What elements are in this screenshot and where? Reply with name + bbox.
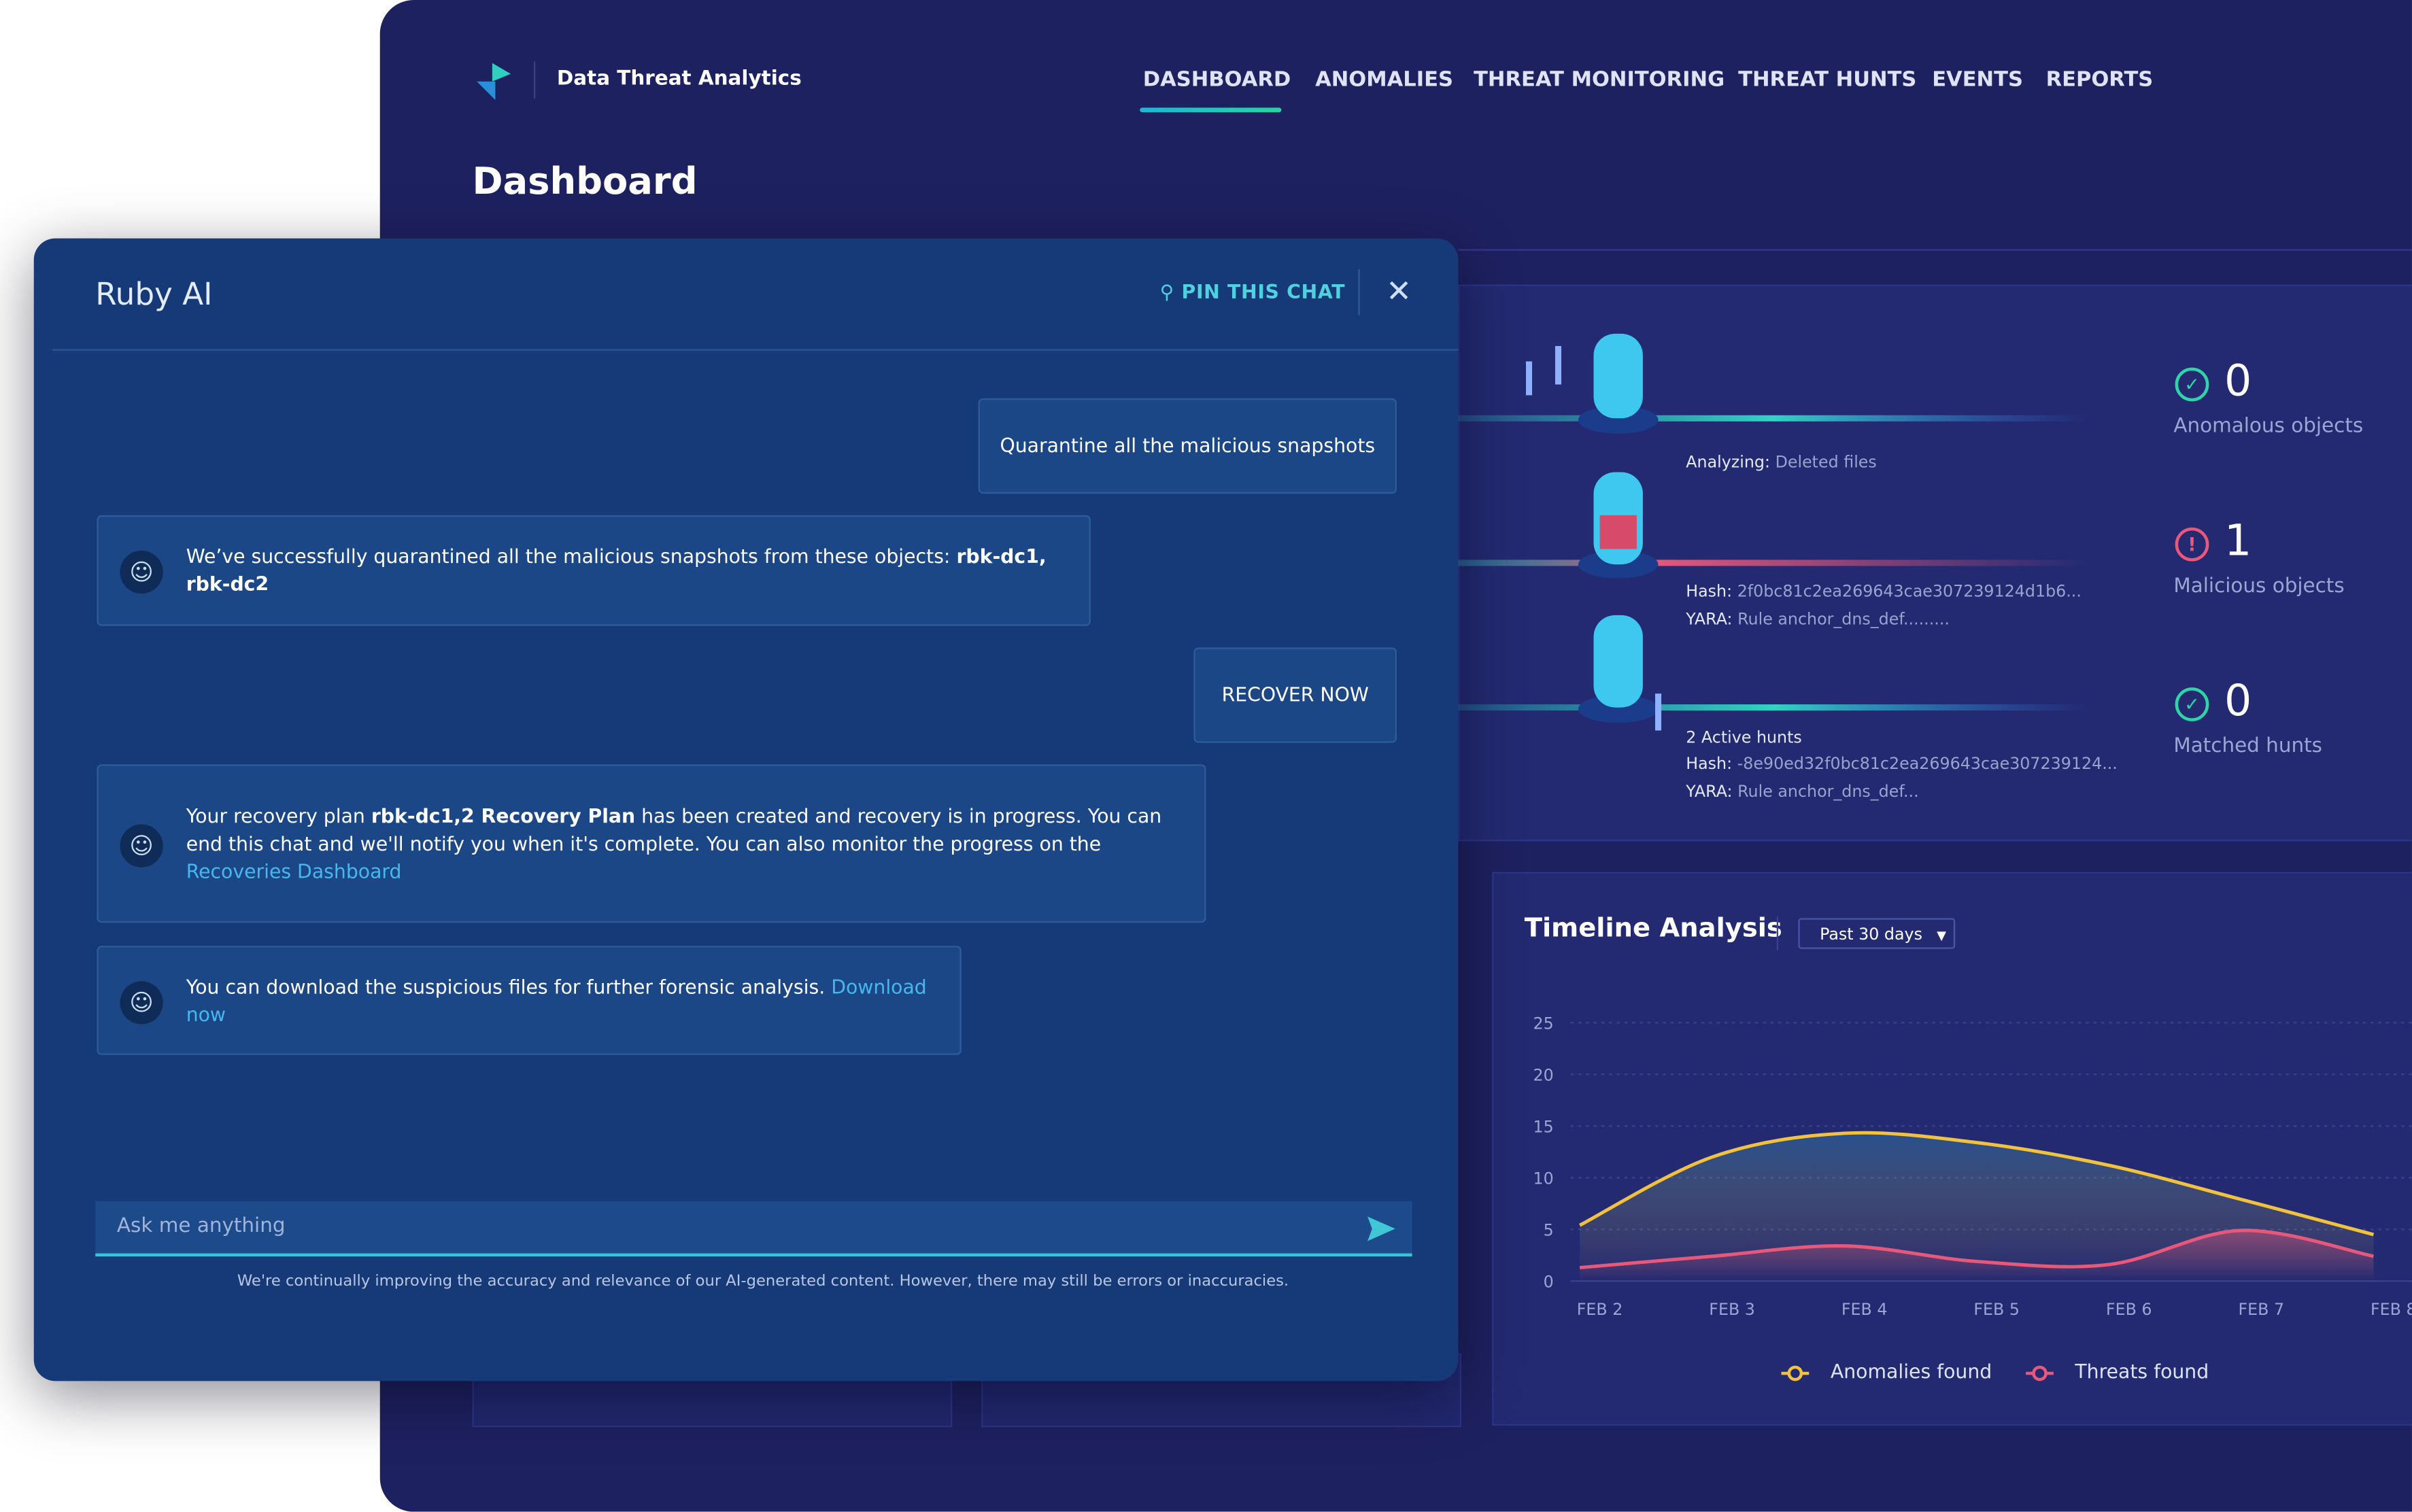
text: has been created and recovery is in prog…	[186, 803, 1162, 855]
stat-value: 0	[2224, 355, 2252, 407]
close-button[interactable]: ✕	[1386, 272, 1412, 309]
divider	[1776, 916, 1778, 950]
separator	[1458, 249, 2412, 251]
x-tick-label: FEB 3	[1709, 1300, 1755, 1319]
timeline-chart: 0 5 10 15 20 25 FEB 2 FEB 3 FEB 4 FEB 5 FEB 6 FEB 7…	[1533, 1014, 2412, 1319]
area	[1580, 1133, 2374, 1282]
bot-icon: ☺	[120, 823, 163, 867]
legend-marker	[2026, 1364, 2054, 1381]
legend: Anomalies found Threats found	[1781, 1359, 2209, 1383]
nav-item[interactable]: EVENTS	[1932, 67, 2023, 92]
stat-label: Anomalous objects	[2173, 415, 2364, 439]
page-title: Dashboard	[472, 160, 698, 203]
chat-title: Ruby AI	[95, 275, 213, 313]
series-line	[1579, 1228, 2374, 1270]
message-text: You can download the suspicious files fo…	[186, 973, 930, 1028]
message-text: Quarantine all the malicious snapshots	[1000, 432, 1375, 460]
nav-item[interactable]: THREAT HUNTS	[1738, 67, 1917, 92]
nav-item[interactable]: THREAT MONITORING	[1474, 67, 1725, 92]
stat-label: Matched hunts	[2173, 735, 2322, 759]
nav-item[interactable]: ANOMALIES	[1315, 67, 1453, 92]
chat-bubble: ☺ You can download the suspicious files f…	[97, 946, 962, 1055]
chat-input[interactable]: Ask me anything	[95, 1201, 1412, 1257]
logo	[477, 63, 511, 101]
legend-label: Anomalies found	[1830, 1359, 1992, 1383]
legend-dot	[2032, 1364, 2048, 1381]
pin-button[interactable]: ⚲ PIN THIS CHAT	[1159, 279, 1346, 303]
y-tick-label: 10	[1533, 1169, 1553, 1188]
hunts: 2 Active hunts	[1686, 729, 1802, 748]
yara: YARA: Rule anchor_dns_def...	[1686, 783, 1919, 802]
y-tick-label: 0	[1544, 1272, 1554, 1291]
stat-value: 0	[2224, 675, 2252, 726]
pipeline-art	[1458, 333, 2089, 731]
hash: Hash: 2f0bc81c2ea269643cae307239124d1b6.…	[1686, 583, 2082, 602]
chat-bubble: Quarantine all the malicious snapshots	[978, 398, 1397, 494]
x-tick-label: FEB 4	[1841, 1300, 1888, 1319]
x-tick-label: FEB 8	[2371, 1300, 2412, 1319]
message-text: RECOVER NOW	[1222, 681, 1369, 709]
yara: YARA: Rule anchor_dns_def.........	[1686, 611, 1950, 630]
y-tick-label: 5	[1544, 1220, 1554, 1239]
chat-panel: Ruby AI ⚲ PIN THIS CHAT ✕ Quarantine all…	[33, 238, 1459, 1381]
series-line	[1579, 1131, 2375, 1237]
text: RECOVER NOW	[1221, 683, 1369, 706]
brand: Data Threat Analytics	[556, 67, 802, 91]
text: Your recovery plan	[186, 803, 371, 827]
message-text: Your recovery plan rbk-dc1,2 Recovery Pl…	[186, 802, 1174, 885]
x-tick-label: FEB 6	[2106, 1300, 2152, 1319]
bot-icon: ☺	[120, 550, 163, 594]
message-text: We’ve successfully quarantined all the m…	[186, 543, 1059, 598]
nav-underline	[1140, 107, 1282, 113]
nav-item[interactable]: DASHBOARD	[1142, 67, 1291, 92]
analyzing: Analyzing: Deleted files	[1686, 453, 1877, 472]
legend-dot	[1787, 1364, 1803, 1381]
x-tick-label: FEB 2	[1577, 1300, 1623, 1319]
text: We’ve successfully quarantined all the m…	[186, 544, 957, 568]
chart-title: Timeline Analysis	[1524, 913, 1782, 944]
send-icon[interactable]	[1366, 1215, 1397, 1243]
stat-label: Malicious objects	[2173, 575, 2345, 598]
divider	[533, 61, 536, 99]
legend-label: Threats found	[2075, 1359, 2209, 1383]
legend-marker	[1781, 1364, 1810, 1381]
disclaimer: We're continually improving the accuracy…	[237, 1273, 1289, 1290]
stat-value: 1	[2224, 515, 2252, 566]
y-tick-label: 20	[1533, 1065, 1553, 1084]
separator	[52, 349, 1459, 351]
area	[1580, 1230, 2374, 1282]
x-tick-label: FEB 7	[2238, 1300, 2284, 1319]
status-icon: ✓	[2175, 367, 2209, 402]
bot-icon: ☺	[120, 980, 163, 1024]
text: Quarantine all the malicious snapshots	[1000, 433, 1376, 457]
chat-bubble: ☺ We’ve successfully quarantined all the …	[97, 515, 1091, 626]
text: rbk-dc1, rbk-dc2	[186, 544, 1047, 596]
y-tick-label: 15	[1533, 1117, 1553, 1136]
link[interactable]: Download now	[186, 974, 927, 1025]
chat-bubble: RECOVER NOW	[1193, 647, 1397, 743]
nav-item[interactable]: REPORTS	[2045, 67, 2154, 92]
y-tick-label: 25	[1533, 1014, 1553, 1033]
text: You can download the suspicious files fo…	[186, 974, 832, 997]
range-filter[interactable]: Past 30 days ▼	[1798, 918, 1956, 949]
chat-bubble: ☺ Your recovery plan rbk-dc1,2 Recovery P…	[97, 764, 1206, 923]
text: rbk-dc1,2 Recovery Plan	[371, 803, 636, 827]
hash: Hash: -8e90ed32f0bc81c2ea269643cae307239…	[1686, 755, 2118, 774]
status-icon: !	[2175, 527, 2209, 562]
link[interactable]: Recoveries Dashboard	[186, 859, 402, 882]
x-tick-label: FEB 5	[1973, 1300, 2020, 1319]
status-icon: ✓	[2175, 687, 2209, 721]
divider	[1358, 269, 1360, 315]
